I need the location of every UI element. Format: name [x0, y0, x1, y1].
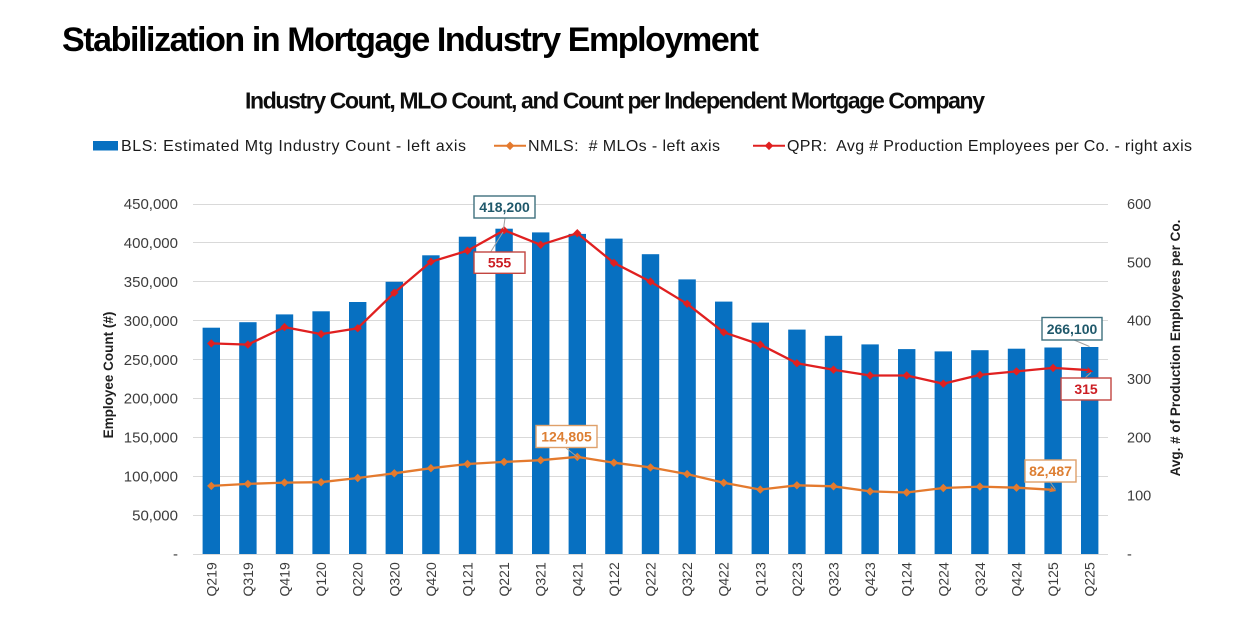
svg-text:Q221: Q221: [496, 562, 512, 596]
svg-text:Q223: Q223: [789, 562, 805, 596]
svg-text:100,000: 100,000: [124, 468, 178, 485]
svg-text:Q219: Q219: [203, 562, 219, 596]
svg-text:300,000: 300,000: [124, 313, 178, 330]
svg-text:50,000: 50,000: [132, 507, 178, 524]
svg-text:250,000: 250,000: [124, 352, 178, 369]
svg-text:Employee Count (#): Employee Count (#): [101, 312, 116, 439]
svg-text:500: 500: [1127, 255, 1151, 271]
svg-text:-: -: [1127, 547, 1132, 563]
svg-text:400: 400: [1127, 314, 1151, 330]
svg-text:300: 300: [1127, 372, 1151, 388]
svg-text:Q324: Q324: [972, 562, 988, 596]
svg-text:-: -: [173, 546, 178, 563]
svg-text:600: 600: [1127, 197, 1151, 213]
svg-text:Q225: Q225: [1082, 562, 1098, 596]
svg-text:124,805: 124,805: [541, 429, 592, 445]
svg-text:QPR: Avg # Production Employe: QPR: Avg # Production Employees per Co. …: [787, 138, 1192, 155]
svg-text:Q125: Q125: [1045, 562, 1061, 596]
svg-text:Q320: Q320: [386, 562, 402, 596]
svg-text:Q224: Q224: [935, 562, 951, 596]
svg-text:82,487: 82,487: [1029, 463, 1072, 479]
svg-text:Q422: Q422: [716, 562, 732, 596]
svg-text:Q124: Q124: [899, 562, 915, 596]
svg-text:Q424: Q424: [1009, 562, 1025, 596]
svg-text:315: 315: [1074, 381, 1098, 397]
svg-text:NMLS: # MLOs - left axis: NMLS: # MLOs - left axis: [528, 138, 720, 155]
svg-text:100: 100: [1127, 489, 1151, 505]
svg-text:Stabilization in Mortgage Indu: Stabilization in Mortgage Industry Emplo…: [62, 21, 759, 59]
svg-text:Q419: Q419: [277, 562, 293, 596]
svg-text:Q321: Q321: [533, 562, 549, 596]
svg-text:Q120: Q120: [313, 562, 329, 596]
svg-text:Q123: Q123: [752, 562, 768, 596]
svg-text:200,000: 200,000: [124, 391, 178, 408]
svg-text:150,000: 150,000: [124, 430, 178, 447]
svg-text:Avg. # of Production Employees: Avg. # of Production Employees per Co.: [1168, 220, 1183, 477]
svg-text:400,000: 400,000: [124, 235, 178, 252]
svg-text:266,100: 266,100: [1047, 321, 1098, 337]
svg-text:Q121: Q121: [460, 562, 476, 596]
svg-text:200: 200: [1127, 430, 1151, 446]
svg-text:418,200: 418,200: [479, 199, 530, 215]
svg-text:Industry Count, MLO Count, and: Industry Count, MLO Count, and Count per…: [245, 88, 985, 114]
svg-text:350,000: 350,000: [124, 274, 178, 291]
svg-text:Q319: Q319: [240, 562, 256, 596]
svg-text:Q322: Q322: [679, 562, 695, 596]
svg-text:BLS: Estimated Mtg Industry Co: BLS: Estimated Mtg Industry Count - left…: [121, 138, 466, 155]
svg-text:Q423: Q423: [862, 562, 878, 596]
svg-text:450,000: 450,000: [124, 196, 178, 213]
svg-text:Q122: Q122: [606, 562, 622, 596]
svg-text:Q323: Q323: [826, 562, 842, 596]
svg-text:555: 555: [488, 255, 512, 271]
svg-text:Q222: Q222: [643, 562, 659, 596]
svg-text:Q220: Q220: [350, 562, 366, 596]
svg-text:Q420: Q420: [423, 562, 439, 596]
svg-text:Q421: Q421: [569, 562, 585, 596]
